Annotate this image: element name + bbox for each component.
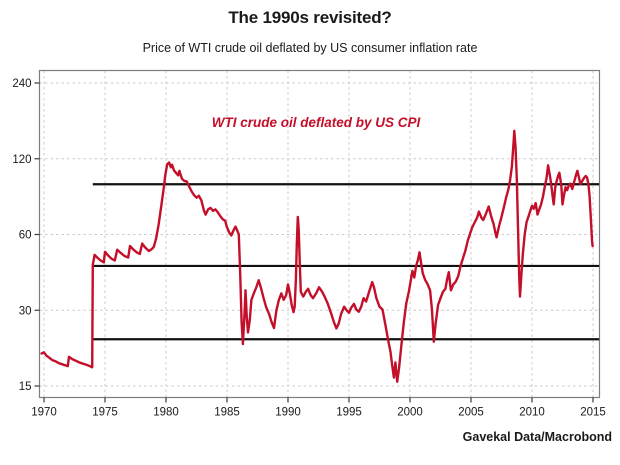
svg-text:2010: 2010 [519,407,545,419]
svg-text:2015: 2015 [580,407,606,419]
axis-ticks [34,82,594,403]
svg-text:1995: 1995 [336,407,362,419]
page-title: The 1990s revisited? [228,8,392,27]
chart-subtitle: Price of WTI crude oil deflated by US co… [142,41,478,55]
series-annotation: WTI crude oil deflated by US CPI [211,115,421,130]
svg-text:1985: 1985 [214,407,240,419]
svg-text:60: 60 [19,230,32,242]
svg-text:15: 15 [19,381,32,393]
x-axis-labels: 1970 1975 1980 1985 1990 1995 2000 2005 2010 2015 [31,407,606,419]
svg-text:1975: 1975 [92,407,118,419]
svg-text:1990: 1990 [275,407,301,419]
svg-text:240: 240 [12,78,31,90]
price-line [40,129,594,383]
source-credit: Gavekal Data/Macrobond [462,430,612,444]
svg-text:2000: 2000 [397,407,423,419]
reference-lines [92,183,600,341]
y-axis-labels: 240 120 60 30 15 [12,78,31,393]
svg-text:1980: 1980 [153,407,179,419]
svg-text:30: 30 [19,305,32,317]
svg-text:1970: 1970 [31,407,57,419]
svg-text:120: 120 [12,154,31,166]
svg-text:2005: 2005 [458,407,484,419]
